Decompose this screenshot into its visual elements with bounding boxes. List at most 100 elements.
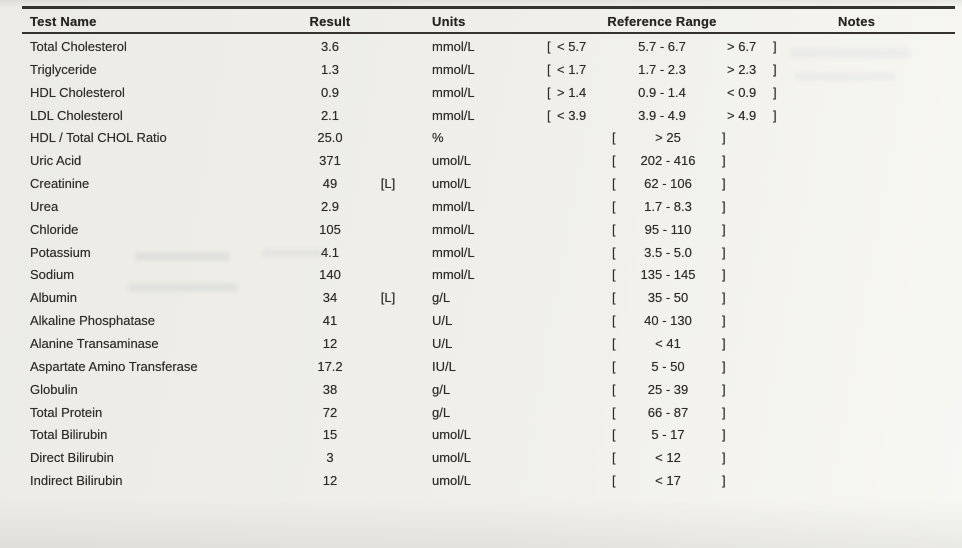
ref-mid-value: 0.9 - 1.4	[638, 84, 686, 100]
column-header-units: Units	[432, 14, 466, 29]
bracket-close-icon: ]	[722, 267, 726, 283]
test-name-cell: Sodium	[30, 267, 75, 283]
bracket-close-icon: ]	[722, 176, 726, 192]
ref-high-value: > 6.7	[727, 39, 757, 54]
ref-high-value: > 4.9	[727, 107, 757, 123]
bracket-close-icon: ]	[722, 404, 726, 420]
ref-mid-value: 62 - 106	[644, 176, 692, 192]
bracket-close-icon: ]	[722, 130, 726, 146]
bracket-open-icon: [	[612, 335, 616, 351]
result-cell: 25.0	[317, 130, 343, 146]
bracket-open-icon: [	[612, 198, 616, 214]
scan-artifact	[790, 48, 910, 58]
result-cell: 17.2	[317, 358, 343, 374]
result-cell: 371	[319, 153, 341, 169]
result-cell: 105	[319, 221, 341, 237]
column-header-test-name: Test Name	[30, 14, 97, 29]
table-row: HDL / Total CHOL Ratio 25.0 % [ > 25 ]	[0, 127, 962, 150]
bracket-close-icon: ]	[773, 39, 777, 54]
table-header-row: Test Name Result Units Reference Range N…	[0, 11, 962, 32]
table-row: Creatinine 49 [L] umol/L [ 62 - 106 ]	[0, 173, 962, 196]
ref-low-value: > 1.4	[557, 84, 587, 100]
table-row: LDL Cholesterol 2.1 mmol/L [ < 3.9 3.9 -…	[0, 105, 962, 128]
result-cell: 3	[326, 450, 334, 466]
ref-mid-value: 5 - 17	[651, 427, 685, 443]
units-cell: g/L	[432, 404, 451, 420]
bracket-close-icon: ]	[773, 84, 777, 100]
bracket-open-icon: [	[612, 153, 616, 169]
result-cell: 38	[322, 381, 338, 397]
bracket-open-icon: [	[547, 84, 551, 100]
column-header-result: Result	[309, 14, 351, 29]
table-row: Sodium 140 mmol/L [ 135 - 145 ]	[0, 264, 962, 287]
bracket-open-icon: [	[612, 358, 616, 374]
table-row: Total Protein 72 g/L [ 66 - 87 ]	[0, 402, 962, 425]
column-header-reference-range: Reference Range	[607, 14, 717, 29]
test-name-cell: Creatinine	[30, 176, 90, 192]
table-row: Globulin 38 g/L [ 25 - 39 ]	[0, 379, 962, 402]
scan-artifact	[262, 249, 322, 257]
result-cell: 140	[319, 267, 341, 283]
table-top-border	[22, 6, 955, 9]
units-cell: mmol/L	[432, 84, 475, 100]
result-flag: [L]	[380, 176, 396, 192]
bracket-close-icon: ]	[722, 153, 726, 169]
result-cell: 15	[322, 427, 338, 443]
bracket-open-icon: [	[612, 313, 616, 329]
ref-mid-value: 95 - 110	[644, 221, 692, 237]
result-cell: 41	[322, 313, 338, 329]
test-name-cell: HDL / Total CHOL Ratio	[30, 130, 167, 146]
table-row: Urea 2.9 mmol/L [ 1.7 - 8.3 ]	[0, 196, 962, 219]
bracket-open-icon: [	[612, 176, 616, 192]
bracket-open-icon: [	[612, 290, 616, 306]
units-cell: U/L	[432, 313, 453, 329]
test-name-cell: Urea	[30, 198, 59, 214]
bracket-open-icon: [	[612, 244, 616, 260]
bracket-close-icon: ]	[722, 290, 726, 306]
result-cell: 2.9	[320, 198, 340, 214]
bracket-open-icon: [	[547, 61, 551, 77]
table-body: Total Cholesterol 3.6 mmol/L [ < 5.7 5.7…	[0, 36, 962, 493]
result-cell: 3.6	[320, 39, 340, 54]
ref-mid-value: 1.7 - 2.3	[638, 61, 686, 77]
bracket-open-icon: [	[612, 473, 616, 489]
ref-mid-value: 40 - 130	[644, 313, 692, 329]
table-row: Triglyceride 1.3 mmol/L [ < 1.7 1.7 - 2.…	[0, 59, 962, 82]
table-row: Alanine Transaminase 12 U/L [ < 41 ]	[0, 333, 962, 356]
units-cell: umol/L	[432, 473, 472, 489]
ref-mid-value: 25 - 39	[647, 381, 689, 397]
ref-mid-value: 3.5 - 5.0	[644, 244, 692, 260]
test-name-cell: Globulin	[30, 381, 78, 397]
test-name-cell: Aspartate Amino Transferase	[30, 358, 198, 374]
units-cell: mmol/L	[432, 198, 475, 214]
test-name-cell: Total Protein	[30, 404, 103, 420]
table-row: Potassium 4.1 mmol/L [ 3.5 - 5.0 ]	[0, 242, 962, 265]
bracket-close-icon: ]	[722, 244, 726, 260]
units-cell: mmol/L	[432, 39, 475, 54]
test-name-cell: Potassium	[30, 244, 91, 260]
ref-mid-value: < 17	[655, 473, 681, 489]
scan-artifact	[135, 252, 230, 261]
units-cell: mmol/L	[432, 61, 475, 77]
bracket-open-icon: [	[612, 450, 616, 466]
bracket-close-icon: ]	[722, 427, 726, 443]
test-name-cell: Uric Acid	[30, 153, 82, 169]
units-cell: mmol/L	[432, 267, 475, 283]
units-cell: mmol/L	[432, 244, 475, 260]
ref-mid-value: < 41	[655, 335, 681, 351]
column-header-notes: Notes	[838, 14, 876, 29]
units-cell: U/L	[432, 335, 453, 351]
test-name-cell: Alkaline Phosphatase	[30, 313, 156, 329]
test-name-cell: LDL Cholesterol	[30, 107, 123, 123]
result-cell: 0.9	[320, 84, 340, 100]
table-row: Indirect Bilirubin 12 umol/L [ < 17 ]	[0, 470, 962, 493]
ref-mid-value: 1.7 - 8.3	[644, 198, 692, 214]
bracket-close-icon: ]	[722, 198, 726, 214]
table-row: Albumin 34 [L] g/L [ 35 - 50 ]	[0, 287, 962, 310]
table-row: Total Cholesterol 3.6 mmol/L [ < 5.7 5.7…	[0, 36, 962, 59]
units-cell: g/L	[432, 381, 451, 397]
table-row: Aspartate Amino Transferase 17.2 IU/L [ …	[0, 356, 962, 379]
test-name-cell: HDL Cholesterol	[30, 84, 125, 100]
result-cell: 34	[322, 290, 338, 306]
